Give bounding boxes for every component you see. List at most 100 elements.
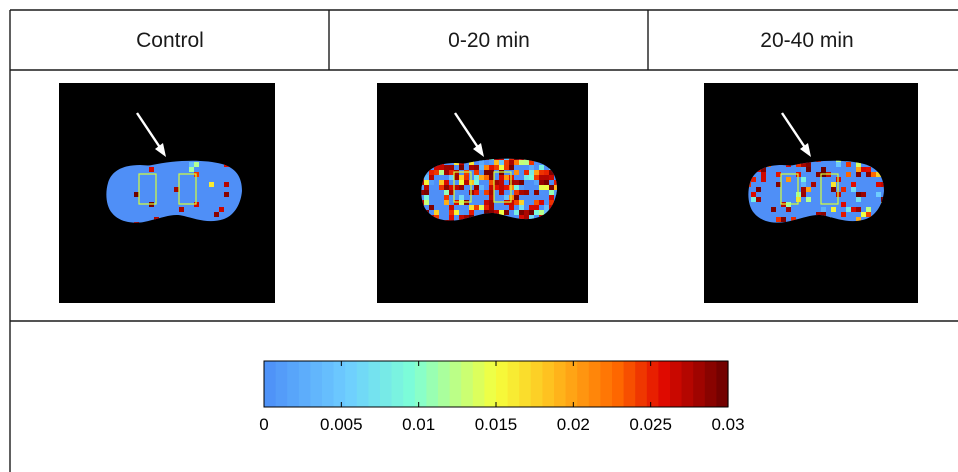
- pixel: [479, 175, 484, 180]
- pixel: [514, 158, 519, 160]
- colorbar-tick-label: 0.025: [629, 415, 672, 434]
- pixel: [424, 185, 429, 190]
- table-grid: [9, 9, 958, 472]
- colorbar-swatch: [356, 361, 369, 407]
- pixel: [876, 182, 881, 187]
- pixel: [514, 190, 519, 195]
- pixel: [504, 158, 509, 160]
- pixel: [504, 185, 509, 190]
- colorbar-swatch: [507, 361, 520, 407]
- roi-box: [138, 173, 157, 205]
- pixel: [776, 182, 781, 187]
- pixel: [449, 210, 454, 215]
- pixel: [856, 167, 861, 172]
- pixel: [484, 200, 489, 205]
- pixel: [751, 177, 756, 182]
- colorbar-swatch: [298, 361, 311, 407]
- colorbar-tick-label: 0.02: [557, 415, 590, 434]
- colorbar-swatch: [310, 361, 323, 407]
- pixel: [499, 158, 504, 160]
- pixel: [489, 180, 494, 185]
- pixel: [494, 185, 499, 190]
- pixel: [179, 207, 184, 212]
- pixel: [519, 158, 524, 160]
- pixel: [149, 167, 154, 172]
- pixel: [489, 175, 494, 180]
- pixel: [494, 158, 499, 160]
- pixel: [449, 175, 454, 180]
- colorbar-swatch: [542, 361, 555, 407]
- pixel: [444, 195, 449, 200]
- pixel: [831, 187, 836, 192]
- pixel: [209, 182, 214, 187]
- pixel: [544, 170, 549, 175]
- pixel: [861, 167, 866, 172]
- pixel: [836, 160, 841, 162]
- colorbar-swatch: [333, 361, 346, 407]
- pixel: [856, 192, 861, 197]
- pixel: [514, 200, 519, 205]
- pixel: [534, 190, 539, 195]
- colorbar-swatch: [414, 361, 427, 407]
- colorbar-swatch: [496, 361, 509, 407]
- pixel: [806, 197, 811, 202]
- pixel: [469, 210, 474, 215]
- pixel: [751, 192, 756, 197]
- arrow-down-right-icon: [781, 112, 811, 157]
- pixel: [489, 205, 494, 210]
- pixel: [464, 180, 469, 185]
- pixel: [434, 170, 439, 175]
- pixel: [529, 160, 534, 165]
- pixel: [454, 175, 459, 180]
- pixel: [474, 210, 479, 215]
- pixel: [444, 165, 449, 170]
- pixel: [484, 165, 489, 170]
- pixel: [539, 190, 544, 195]
- colorbar-tick-label: 0.03: [711, 415, 744, 434]
- pixel: [439, 180, 444, 185]
- pixel: [494, 160, 499, 165]
- pixel: [504, 160, 509, 165]
- pixel: [489, 185, 494, 190]
- pixel: [449, 170, 454, 175]
- pixel: [429, 180, 434, 185]
- pixel: [539, 210, 544, 215]
- pixel: [189, 162, 194, 167]
- pixel: [549, 200, 554, 205]
- pixel: [484, 190, 489, 195]
- pixel: [489, 190, 494, 195]
- pixel: [489, 160, 494, 165]
- colorbar-swatch: [646, 361, 659, 407]
- pixel: [504, 195, 509, 200]
- pixel: [786, 177, 791, 182]
- pixel: [421, 190, 424, 195]
- colorbar-swatch: [658, 361, 671, 407]
- pixel: [469, 160, 474, 165]
- colorbar-swatch: [716, 361, 729, 407]
- pixel: [549, 175, 554, 180]
- pixel: [494, 165, 499, 170]
- pixel: [459, 175, 464, 180]
- colorbar: 0 0.005 0.01 0.015 0.02 0.025 0.03: [259, 360, 745, 434]
- pixel: [474, 175, 479, 180]
- image-panel-control: [59, 83, 275, 303]
- pixel: [469, 165, 474, 170]
- colorbar-swatch: [380, 361, 393, 407]
- pixel: [529, 170, 534, 175]
- pixel: [434, 165, 439, 170]
- pixel: [421, 185, 424, 190]
- pixel: [449, 215, 454, 220]
- pixel: [846, 160, 851, 162]
- colorbar-swatch: [345, 361, 358, 407]
- pixel: [554, 185, 557, 190]
- pixel: [524, 210, 529, 215]
- pixel: [801, 177, 806, 182]
- pixel: [529, 175, 534, 180]
- pixel: [444, 185, 449, 190]
- colorbar-swatch: [670, 361, 683, 407]
- pixel: [534, 210, 539, 215]
- colorbar-swatch: [600, 361, 613, 407]
- pixel: [464, 175, 469, 180]
- pixel: [539, 185, 544, 190]
- pixel: [464, 210, 469, 215]
